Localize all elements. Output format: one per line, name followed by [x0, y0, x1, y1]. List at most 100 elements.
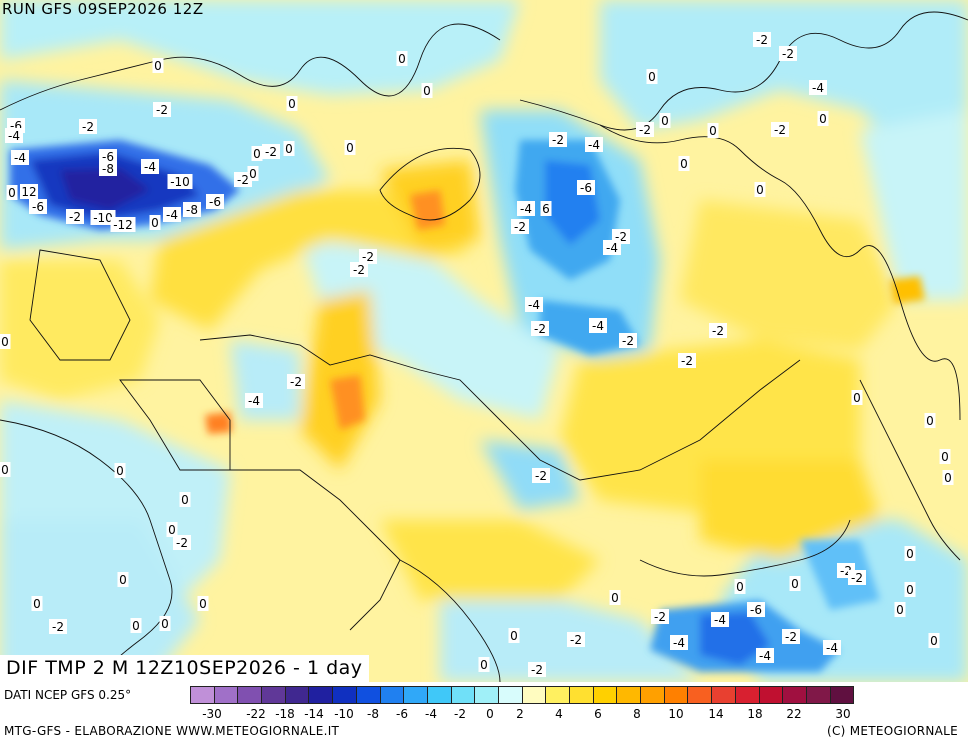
- contour-label-bg: [924, 413, 936, 428]
- contour-label-bg: [11, 150, 29, 165]
- scale-swatch: [829, 686, 855, 704]
- contour-label-bg: [754, 182, 766, 197]
- contour-label: 0: [132, 619, 140, 633]
- contour-label-bg: [179, 492, 191, 507]
- contour-label-bg: [577, 180, 595, 195]
- contour-label-bg: [809, 80, 827, 95]
- contour-label: 0: [116, 464, 124, 478]
- scale-tick-label: 8: [633, 707, 641, 721]
- scale-swatch: [711, 686, 736, 704]
- contour-label: -2: [756, 33, 768, 47]
- contour-label: -2: [52, 620, 64, 634]
- scale-tick-label: 0: [486, 707, 494, 721]
- contour-label-bg: [344, 140, 356, 155]
- contour-label-bg: [707, 123, 719, 138]
- scale-tick-label: 2: [516, 707, 524, 721]
- contour-label: -4: [248, 394, 260, 408]
- contour-label: 0: [398, 52, 406, 66]
- contour-label: 0: [510, 629, 518, 643]
- scale-tick-label: -4: [425, 707, 437, 721]
- contour-label: -4: [714, 613, 726, 627]
- scale-swatch: [734, 686, 760, 704]
- contour-label-bg: [939, 449, 951, 464]
- temperature-difference-map: -2 -2 0 0 0 0 -4 -2 0 -6 -4 -2 0 -2 0 -2 0 -2 -4 0 -4 -6 -8 -4 0…: [0, 0, 968, 682]
- contour-label: 0: [906, 547, 914, 561]
- contour-label: 6: [542, 202, 550, 216]
- contour-label: -2: [531, 663, 543, 677]
- scale-swatch: [521, 686, 547, 704]
- contour-label-bg: [359, 249, 377, 264]
- credit-left: MTG-GFS - ELABORAZIONE WWW.METEOGIORNALE…: [4, 724, 340, 738]
- contour-label: -8: [102, 162, 114, 176]
- contour-label: -4: [812, 81, 824, 95]
- contour-label: 0: [288, 97, 296, 111]
- contour-label: 0: [944, 471, 952, 485]
- contour-label-bg: [166, 522, 178, 537]
- contour-label: 0: [648, 70, 656, 84]
- scale-swatch: [261, 686, 286, 704]
- contour-label: -4: [166, 208, 178, 222]
- contour-label: 0: [119, 573, 127, 587]
- contour-label: 12: [21, 185, 36, 199]
- contour-label-bg: [603, 240, 621, 255]
- contour-label: -2: [265, 145, 277, 159]
- contour-label: 0: [709, 124, 717, 138]
- contour-label: -4: [144, 160, 156, 174]
- scale-swatch: [190, 686, 215, 704]
- contour-label: -12: [113, 218, 133, 232]
- scale-swatch: [569, 686, 594, 704]
- contour-label-bg: [245, 393, 263, 408]
- contour-label-bg: [478, 657, 490, 672]
- contour-label-bg: [789, 576, 801, 591]
- contour-label: -6: [580, 181, 592, 195]
- contour-label: 0: [736, 580, 744, 594]
- contour-label-bg: [894, 602, 906, 617]
- contour-label-bg: [517, 201, 535, 216]
- contour-label: -10: [170, 175, 190, 189]
- contour-label: -2: [570, 633, 582, 647]
- contour-label: -2: [156, 103, 168, 117]
- contour-label-bg: [609, 590, 621, 605]
- contour-label-bg: [779, 46, 797, 61]
- map-title: DIF TMP 2 M 12Z10SEP2026 - 1 day: [0, 655, 369, 682]
- country-borders: [0, 11, 968, 682]
- contour-label: 0: [853, 391, 861, 405]
- contour-label: -4: [606, 241, 618, 255]
- scale-tick-label: -30: [202, 707, 222, 721]
- contour-label-bg: [753, 32, 771, 47]
- contour-label: 0: [611, 591, 619, 605]
- contour-label-bg: [540, 201, 552, 216]
- contour-label: -2: [851, 571, 863, 585]
- contour-label: -2: [654, 610, 666, 624]
- contour-label-bg: [734, 579, 746, 594]
- contour-label-bg: [6, 185, 18, 200]
- contour-label-bg: [159, 616, 171, 631]
- contour-label: 0: [161, 617, 169, 631]
- scale-swatch: [758, 686, 784, 704]
- contour-label: -2: [353, 263, 365, 277]
- credit-right: (C) METEOGIORNALE: [826, 724, 958, 738]
- contour-label-bg: [532, 468, 550, 483]
- contour-label: -6: [32, 200, 44, 214]
- contour-label-bg: [942, 470, 954, 485]
- contour-label-bg: [251, 146, 263, 161]
- contour-label: -2: [535, 469, 547, 483]
- contour-label-bg: [262, 144, 280, 159]
- contour-label: -2: [712, 324, 724, 338]
- contour-label-bg: [711, 612, 729, 627]
- contour-label: 0: [199, 597, 207, 611]
- contour-label-bg: [528, 662, 546, 677]
- contour-label-bg: [756, 648, 774, 663]
- contour-label: 0: [906, 583, 914, 597]
- contour-label-bg: [183, 202, 201, 217]
- contour-label: -6: [750, 603, 762, 617]
- contour-label-bg: [619, 333, 637, 348]
- scale-swatch: [782, 686, 807, 704]
- contour-label-bg: [747, 602, 765, 617]
- scale-swatch: [379, 686, 405, 704]
- contour-label-bg: [709, 323, 727, 338]
- contour-label: -6: [209, 195, 221, 209]
- contour-label-bg: [167, 174, 193, 189]
- contour-label: 0: [756, 183, 764, 197]
- scale-tick-label: 30: [835, 707, 851, 721]
